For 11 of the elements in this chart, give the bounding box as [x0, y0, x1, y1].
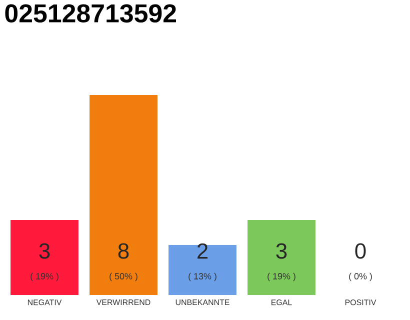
chart-title: 025128713592 [5, 4, 176, 23]
annotation: ( 0% ) [349, 272, 372, 282]
data-label: 2 [198, 243, 208, 259]
annotation: ( 19% ) [30, 272, 58, 282]
data-label: 3 [39, 243, 50, 259]
data-label: 3 [276, 243, 287, 259]
annotation: ( 13% ) [188, 272, 216, 282]
annotation: ( 19% ) [268, 272, 296, 282]
data-label: 0 [355, 243, 366, 259]
data-label: 8 [118, 243, 129, 259]
annotation: ( 50% ) [110, 272, 138, 282]
